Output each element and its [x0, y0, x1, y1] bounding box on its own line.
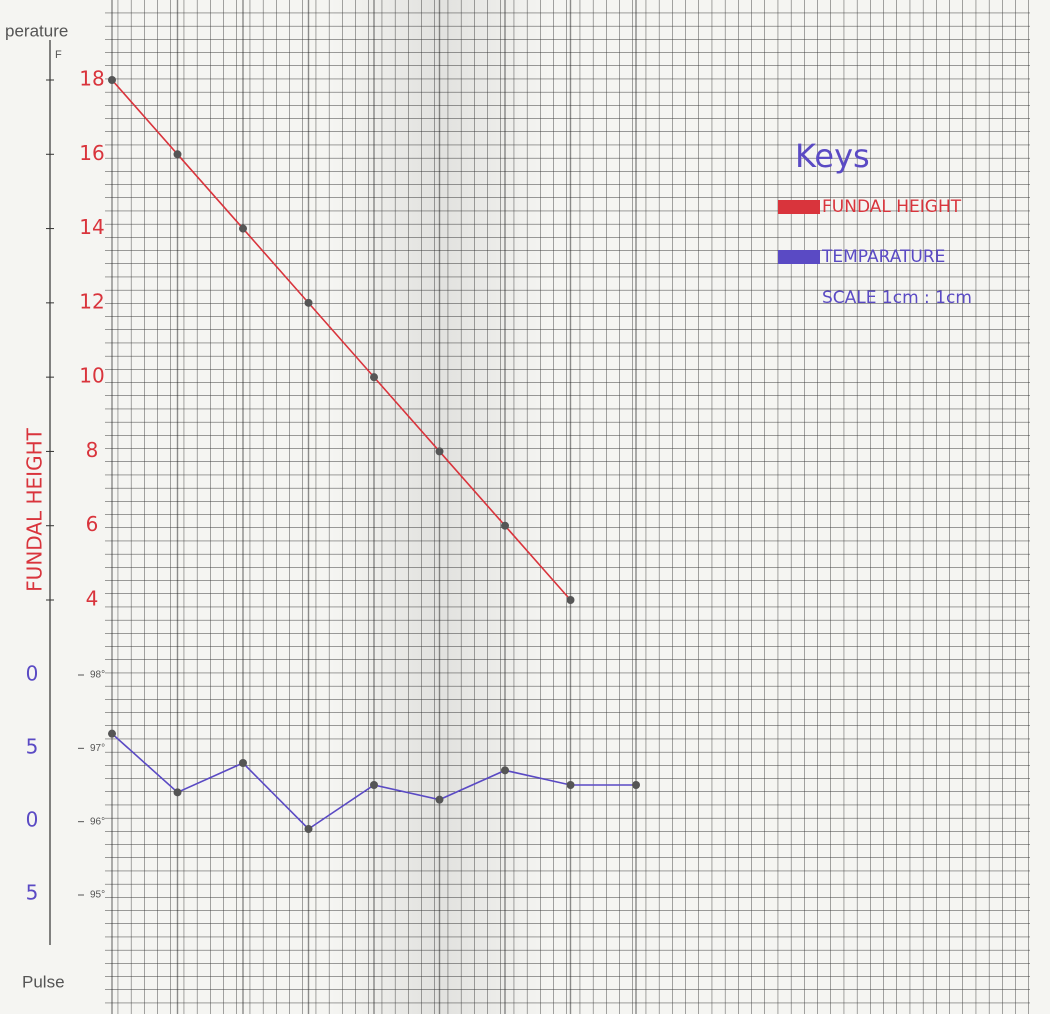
y-tick-label: 14	[79, 215, 104, 239]
point	[239, 759, 247, 767]
y-tick-label: 4	[86, 587, 99, 611]
graph-paper	[105, 0, 1030, 1014]
point	[436, 447, 444, 455]
point	[174, 150, 182, 158]
legend-label: FUNDAL HEIGHT	[822, 197, 962, 217]
temperature-axis-title: perature	[5, 21, 68, 40]
y2-tick-label: 97°	[90, 743, 105, 754]
scale-note: SCALE 1cm : 1cm	[822, 288, 972, 308]
pulse-label: 5	[26, 735, 39, 759]
pulse-label: 5	[26, 881, 39, 905]
point	[174, 788, 182, 796]
legend-swatch	[778, 200, 820, 214]
legend-label: TEMPARATURE	[821, 247, 945, 267]
point	[239, 225, 247, 233]
point	[567, 781, 575, 789]
y-tick-label: 8	[86, 438, 99, 462]
chart: perature F Pulse FUNDAL HEIGHT Keys SCAL…	[0, 0, 1050, 1014]
point	[370, 373, 378, 381]
point	[305, 299, 313, 307]
point	[370, 781, 378, 789]
y-axis-label: FUNDAL HEIGHT	[23, 427, 47, 591]
y-tick-label: 12	[79, 289, 104, 313]
point	[108, 730, 116, 738]
temperature-unit: F	[55, 49, 62, 61]
legend-title: Keys	[795, 137, 870, 175]
point	[305, 825, 313, 833]
pulse-label: 0	[26, 808, 39, 832]
y2-tick-label: 96°	[90, 816, 105, 827]
point	[567, 596, 575, 604]
y2-tick-label: 98°	[90, 670, 105, 681]
y-tick-label: 6	[86, 512, 99, 536]
pulse-axis-title: Pulse	[22, 972, 65, 991]
legend-swatch	[778, 250, 820, 264]
y-tick-label: 10	[79, 364, 104, 388]
point	[436, 796, 444, 804]
point	[501, 522, 509, 530]
point	[501, 766, 509, 774]
y-tick-label: 16	[79, 141, 104, 165]
point	[108, 76, 116, 84]
page: {"chart_data": { "type": "line", "temper…	[0, 0, 1050, 1014]
pulse-label: 0	[26, 662, 39, 686]
y2-tick-label: 95°	[90, 890, 105, 901]
y-tick-label: 18	[79, 67, 104, 91]
point	[632, 781, 640, 789]
